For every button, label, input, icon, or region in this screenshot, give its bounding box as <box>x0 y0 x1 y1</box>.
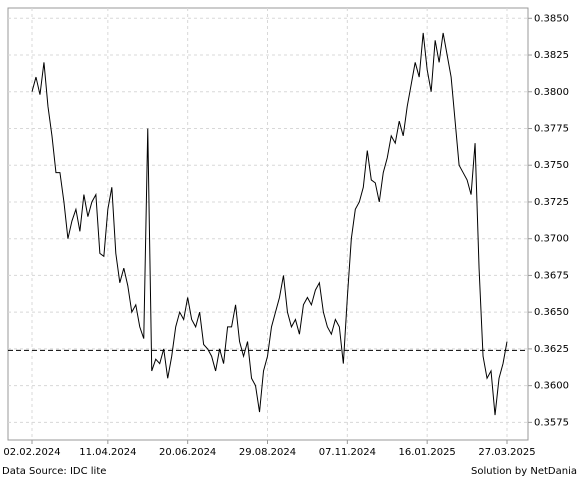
y-tick-label: 0.3675 <box>534 270 569 281</box>
x-tick-label: 29.08.2024 <box>239 447 296 458</box>
y-tick-label: 0.3850 <box>534 13 569 24</box>
y-tick-label: 0.3825 <box>534 50 569 61</box>
x-tick-label: 20.06.2024 <box>159 447 216 458</box>
y-tick-label: 0.3650 <box>534 307 569 318</box>
x-tick-label: 11.04.2024 <box>79 447 136 458</box>
y-tick-label: 0.3750 <box>534 160 569 171</box>
price-line <box>31 32 508 416</box>
y-tick-label: 0.3725 <box>534 197 569 208</box>
y-tick-label: 0.3575 <box>534 417 569 428</box>
y-tick-label: 0.3625 <box>534 344 569 355</box>
y-tick-label: 0.3775 <box>534 123 569 134</box>
y-tick-label: 0.3600 <box>534 381 569 392</box>
data-source: Data Source: IDC lite <box>2 466 106 477</box>
x-tick-label: 16.01.2025 <box>399 447 456 458</box>
x-tick-label: 02.02.2024 <box>3 447 60 458</box>
y-tick-label: 0.3800 <box>534 87 569 98</box>
credit: Solution by NetDania <box>471 466 577 477</box>
x-tick-label: 07.11.2024 <box>319 447 376 458</box>
x-tick-label: 27.03.2025 <box>478 447 535 458</box>
y-tick-label: 0.3700 <box>534 234 569 245</box>
